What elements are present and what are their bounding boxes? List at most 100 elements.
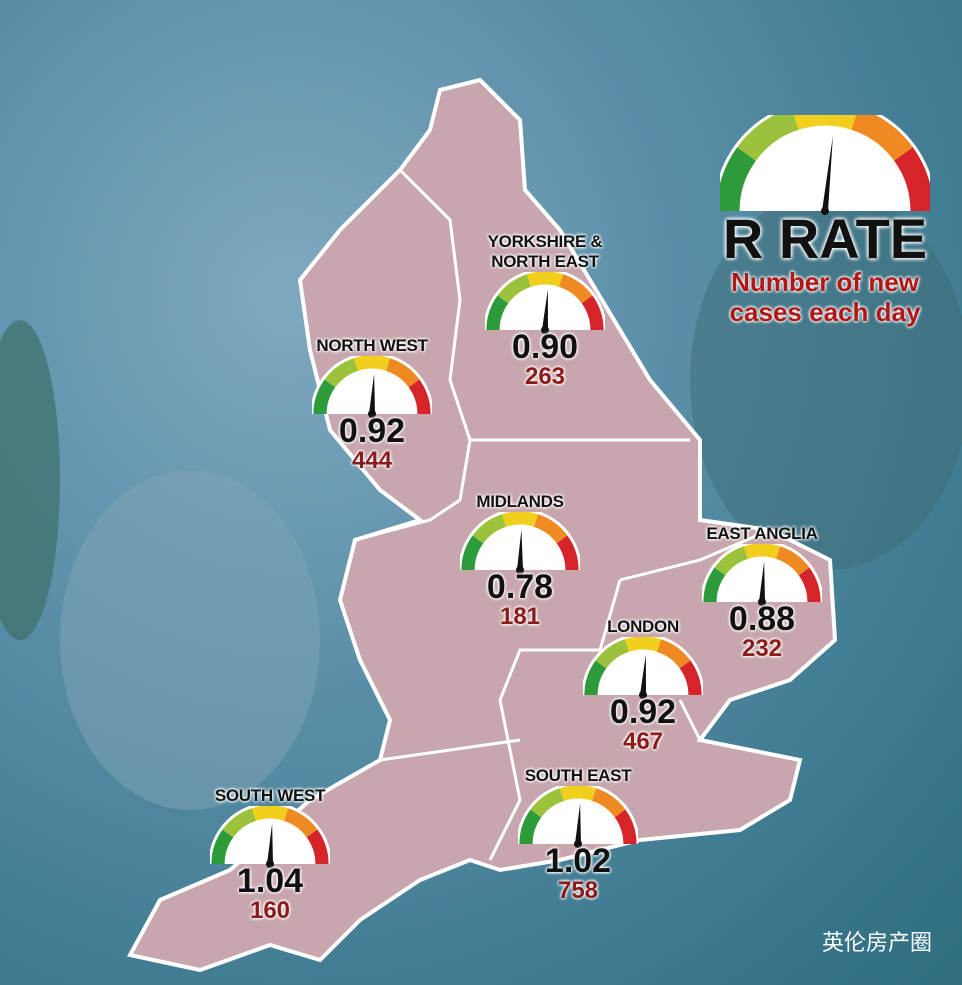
gauge-part (556, 535, 579, 571)
watermark: 英伦房产圈 (821, 930, 932, 955)
gauge-part (472, 514, 507, 544)
gauge-part (574, 840, 582, 848)
legend-subtitle: Number of new cases each day (729, 267, 921, 327)
gauge-part (559, 786, 597, 801)
r-value: 0.78 (486, 568, 554, 606)
region: LONDON 0.92 467 (558, 617, 728, 755)
gauge (518, 786, 638, 848)
gauge-part (720, 147, 757, 212)
gauge-part (526, 272, 564, 287)
region-name: LONDON (607, 617, 679, 636)
gauge-part (703, 567, 726, 603)
gauge-part (324, 358, 359, 388)
wales-shape (60, 470, 320, 810)
gauge (485, 272, 605, 334)
region: YORKSHIRE & NORTH EAST 0.90 263 (460, 232, 630, 390)
gauge-part (679, 660, 702, 696)
gauge-part (893, 147, 930, 212)
r-value: 0.92 (338, 412, 406, 450)
gauge-part (624, 637, 662, 652)
gauge-part (581, 295, 604, 331)
region: MIDLANDS 0.78 181 (435, 492, 605, 630)
gauge-part (759, 561, 765, 602)
gauge-part (614, 809, 637, 845)
gauge-part (793, 115, 857, 130)
region-name: MIDLANDS (476, 492, 564, 511)
legend-gauge (720, 115, 930, 215)
region-name: SOUTH EAST (524, 766, 632, 785)
gauge-part (558, 274, 593, 304)
gauge-part (798, 567, 821, 603)
gauge-part (737, 115, 799, 162)
virus-shape (690, 190, 962, 570)
region: NORTH WEST 0.92 444 (287, 336, 457, 474)
cases: 263 (524, 363, 566, 390)
gauge-part (501, 512, 539, 527)
gauge (312, 356, 432, 418)
cases: 467 (622, 728, 664, 755)
region: SOUTH WEST 1.04 160 (185, 786, 355, 924)
r-value: 0.88 (728, 600, 796, 638)
cases: 758 (557, 877, 599, 904)
gauge-part (542, 289, 548, 330)
gauge-part (408, 379, 431, 415)
gauge-part (519, 809, 542, 845)
gauge-part (775, 546, 810, 576)
gauge-part (306, 829, 329, 865)
r-value: 0.90 (511, 328, 579, 366)
gauge-part (541, 326, 549, 334)
gauge-part (743, 544, 781, 559)
gauge-part (584, 660, 607, 696)
gauge-part (575, 803, 581, 844)
gauge-part (369, 373, 375, 414)
gauge-part (714, 546, 749, 576)
gauge-part (639, 691, 647, 699)
gauge-part (517, 529, 523, 570)
gauge-part (591, 788, 626, 818)
r-value: 1.02 (544, 842, 612, 880)
gauge-part (640, 654, 646, 695)
gauge-part (497, 274, 532, 304)
gauge-part (821, 207, 829, 215)
region-borders (354, 168, 771, 861)
region: SOUTH EAST 1.02 758 (493, 766, 663, 904)
gauge (460, 512, 580, 574)
region-name: EAST ANGLIA (706, 524, 818, 543)
gauge-part (516, 566, 524, 574)
gauge-part (368, 410, 376, 418)
gauge-part (222, 808, 257, 838)
gauge-part (211, 829, 234, 865)
gauge-part (385, 358, 420, 388)
gauge-part (353, 356, 391, 371)
legend: R RATE Number of new cases each day (700, 115, 950, 327)
gauge-part (758, 598, 766, 606)
gauge-part (530, 788, 565, 818)
r-value: 1.04 (236, 862, 304, 900)
gauge-part (533, 514, 568, 544)
gauge-part (251, 806, 289, 821)
region: EAST ANGLIA 0.88 232 (677, 524, 847, 662)
cases: 181 (499, 603, 541, 630)
region-name: YORKSHIRE & NORTH EAST (487, 232, 603, 271)
gauge (583, 637, 703, 699)
r-value: 0.92 (609, 693, 677, 731)
gauge-part (267, 823, 273, 864)
gauge (210, 806, 330, 868)
legend-title: R RATE (722, 207, 928, 270)
cases: 444 (351, 447, 393, 474)
gauge-part (595, 639, 630, 669)
cases: 160 (249, 897, 291, 924)
gauge-part (461, 535, 484, 571)
region-name: NORTH WEST (316, 336, 428, 355)
region-name: SOUTH WEST (214, 786, 326, 805)
gauge-part (266, 860, 274, 868)
gauge-part (313, 379, 336, 415)
gauge-part (656, 639, 691, 669)
ireland-shape (0, 320, 60, 640)
cases: 232 (741, 635, 783, 662)
gauge-part (851, 115, 913, 162)
gauge-part (283, 808, 318, 838)
gauge (702, 544, 822, 606)
gauge-part (486, 295, 509, 331)
